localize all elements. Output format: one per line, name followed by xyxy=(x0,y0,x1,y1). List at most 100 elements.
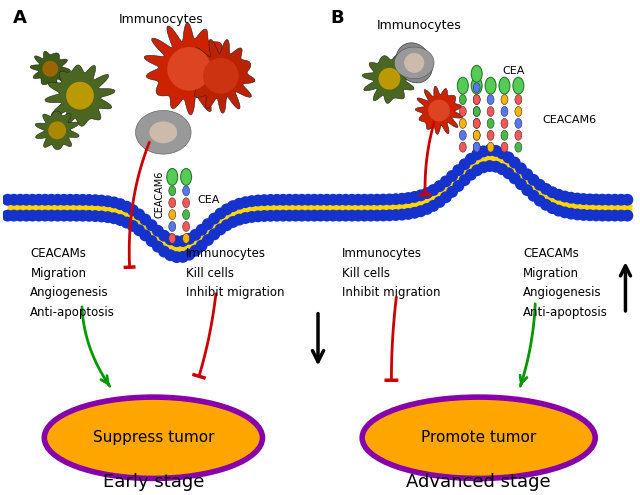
Circle shape xyxy=(615,194,627,206)
Circle shape xyxy=(484,144,495,156)
Circle shape xyxy=(465,153,477,165)
Circle shape xyxy=(609,194,621,205)
Circle shape xyxy=(177,235,189,247)
Circle shape xyxy=(164,234,177,246)
Ellipse shape xyxy=(169,198,176,208)
Circle shape xyxy=(565,208,577,220)
Circle shape xyxy=(302,194,314,206)
Ellipse shape xyxy=(473,106,480,116)
Circle shape xyxy=(559,191,571,202)
Ellipse shape xyxy=(44,397,262,479)
Circle shape xyxy=(352,210,364,222)
Polygon shape xyxy=(48,121,66,139)
Circle shape xyxy=(396,209,408,221)
Polygon shape xyxy=(404,53,424,73)
Ellipse shape xyxy=(473,130,480,140)
Circle shape xyxy=(408,207,420,219)
Text: Advanced stage: Advanced stage xyxy=(406,473,551,492)
Circle shape xyxy=(102,196,114,207)
Circle shape xyxy=(403,192,414,204)
Ellipse shape xyxy=(487,106,494,116)
Polygon shape xyxy=(428,99,450,121)
Circle shape xyxy=(365,209,377,222)
Circle shape xyxy=(196,224,207,236)
Circle shape xyxy=(120,200,132,213)
Circle shape xyxy=(490,161,502,173)
Circle shape xyxy=(346,194,358,206)
Polygon shape xyxy=(167,47,211,91)
Circle shape xyxy=(296,194,308,206)
Circle shape xyxy=(371,194,383,205)
Circle shape xyxy=(115,198,126,210)
Circle shape xyxy=(584,194,596,205)
Circle shape xyxy=(33,194,45,206)
Circle shape xyxy=(452,164,464,176)
Circle shape xyxy=(521,168,533,180)
Circle shape xyxy=(346,210,358,222)
Ellipse shape xyxy=(169,222,176,232)
Circle shape xyxy=(358,210,371,222)
Circle shape xyxy=(477,161,490,173)
Text: Immunocytes
Kill cells
Inhibit migration: Immunocytes Kill cells Inhibit migration xyxy=(186,248,285,299)
Circle shape xyxy=(428,200,439,212)
Ellipse shape xyxy=(460,106,467,116)
Circle shape xyxy=(239,196,252,208)
Text: CEA: CEA xyxy=(502,66,525,76)
Circle shape xyxy=(502,167,515,179)
Circle shape xyxy=(39,194,51,206)
Circle shape xyxy=(58,194,70,206)
Circle shape xyxy=(327,194,339,206)
Circle shape xyxy=(95,210,108,222)
Circle shape xyxy=(239,212,252,224)
Circle shape xyxy=(246,211,258,223)
Polygon shape xyxy=(144,23,234,115)
Circle shape xyxy=(39,210,51,222)
Text: CEACAM6: CEACAM6 xyxy=(542,115,596,125)
Circle shape xyxy=(90,194,101,206)
Ellipse shape xyxy=(515,106,522,116)
Ellipse shape xyxy=(169,234,176,244)
Circle shape xyxy=(95,195,108,206)
Circle shape xyxy=(14,210,26,222)
Circle shape xyxy=(603,209,614,221)
Circle shape xyxy=(496,148,508,159)
Ellipse shape xyxy=(473,142,480,152)
Circle shape xyxy=(108,212,120,224)
Circle shape xyxy=(615,210,627,222)
Circle shape xyxy=(58,210,70,222)
Circle shape xyxy=(146,235,157,247)
Polygon shape xyxy=(378,68,401,90)
Circle shape xyxy=(8,194,20,206)
Text: Early stage: Early stage xyxy=(102,473,204,492)
Circle shape xyxy=(52,210,63,222)
Ellipse shape xyxy=(473,83,480,93)
Circle shape xyxy=(227,200,239,212)
Circle shape xyxy=(603,194,614,205)
Polygon shape xyxy=(30,51,70,87)
Text: A: A xyxy=(13,9,26,27)
Circle shape xyxy=(284,194,295,206)
Polygon shape xyxy=(45,65,115,126)
Ellipse shape xyxy=(487,130,494,140)
Ellipse shape xyxy=(501,142,508,152)
Polygon shape xyxy=(404,55,424,71)
Ellipse shape xyxy=(460,95,467,104)
Circle shape xyxy=(108,197,120,208)
Circle shape xyxy=(171,235,182,247)
Ellipse shape xyxy=(182,222,189,232)
Circle shape xyxy=(390,209,402,221)
Circle shape xyxy=(547,202,558,214)
Ellipse shape xyxy=(458,77,468,94)
Circle shape xyxy=(308,194,320,206)
Circle shape xyxy=(552,189,564,200)
Circle shape xyxy=(383,194,396,205)
Text: CEACAMs
Migration
Angiogenesis
Anti-apoptosis: CEACAMs Migration Angiogenesis Anti-apop… xyxy=(31,248,115,319)
Circle shape xyxy=(202,234,214,246)
Circle shape xyxy=(308,210,320,222)
Text: Suppress tumor: Suppress tumor xyxy=(93,430,214,446)
Circle shape xyxy=(90,210,101,222)
Circle shape xyxy=(164,249,177,261)
Text: CEACAMs
Migration
Angiogenesis
Anti-apoptosis: CEACAMs Migration Angiogenesis Anti-apop… xyxy=(524,248,608,319)
Polygon shape xyxy=(35,111,79,149)
Circle shape xyxy=(383,209,396,221)
